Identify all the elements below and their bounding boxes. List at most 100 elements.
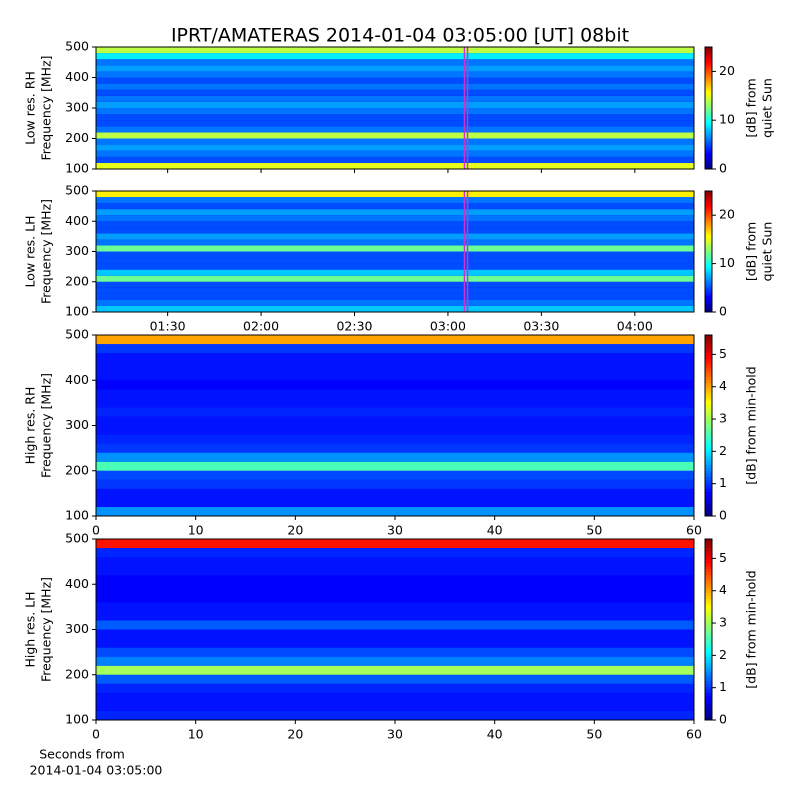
colorbar-step	[705, 464, 712, 469]
colorbar-step	[705, 295, 712, 299]
colorbar-step	[705, 500, 712, 505]
x-tick-label: 10	[188, 523, 204, 538]
spectrum-band	[96, 683, 694, 693]
colorbar-step	[705, 449, 712, 454]
spectrum-band	[96, 506, 694, 516]
colorbar-step	[705, 368, 712, 372]
colorbar-step	[705, 297, 712, 301]
y-tick-label: 300	[65, 621, 89, 636]
colorbar-step	[705, 512, 712, 517]
colorbar-step	[705, 629, 712, 634]
spectrum-band	[96, 443, 694, 453]
spectrum-band	[96, 191, 694, 198]
colorbar-step	[705, 293, 712, 297]
colorbar-step	[705, 97, 712, 101]
colorbar-step	[705, 371, 712, 375]
colorbar-step	[705, 59, 712, 62]
x-tick-label: 01:30	[150, 319, 186, 334]
y-tick-label: 100	[65, 508, 89, 523]
colorbar-step	[705, 146, 712, 150]
colorbar-step	[705, 207, 712, 210]
colorbar-step	[705, 307, 712, 311]
colorbar-step	[705, 126, 712, 129]
colorbar-step	[705, 85, 712, 89]
spectrum-band	[96, 263, 694, 270]
colorbar-step	[705, 309, 712, 313]
colorbar-step	[705, 89, 712, 93]
colorbar-step	[705, 650, 712, 655]
colorbar-step	[705, 67, 712, 70]
colorbar-step	[705, 134, 712, 137]
colorbar-step	[705, 713, 712, 718]
spectrum-band	[96, 305, 694, 312]
colorbar-step	[705, 305, 712, 309]
colorbar-step	[705, 199, 712, 202]
colorbar-step	[705, 221, 712, 224]
colorbar-tick-label: 0	[719, 304, 727, 319]
spectrum-band	[96, 126, 694, 133]
spectrum-band	[96, 132, 694, 139]
colorbar-step	[705, 344, 712, 348]
colorbar-step	[705, 404, 712, 408]
spectrum-band	[96, 665, 694, 675]
colorbar-step	[705, 259, 712, 263]
colorbar-step	[705, 692, 712, 697]
y-tick-label: 200	[65, 130, 89, 145]
colorbar-step	[705, 71, 712, 74]
y-axis-label: Low res. LH	[23, 216, 38, 288]
spectrum-band	[96, 674, 694, 684]
colorbar-step	[705, 63, 712, 66]
y-axis-label: Frequency [MHz]	[39, 199, 54, 304]
x-axis-label: Seconds from	[39, 747, 125, 762]
spectrum-band	[96, 656, 694, 666]
spectrum-band	[96, 150, 694, 157]
colorbar-step	[705, 269, 712, 273]
colorbar-label: quiet Sun	[760, 78, 775, 138]
x-tick-label: 03:00	[430, 319, 466, 334]
y-tick-label: 200	[65, 666, 89, 681]
colorbar-step	[705, 144, 712, 148]
spectrum-band	[96, 287, 694, 294]
x-tick-label: 40	[487, 523, 503, 538]
colorbar-step	[705, 662, 712, 667]
spectrum-band	[96, 293, 694, 300]
colorbar-step	[705, 271, 712, 275]
y-tick-label: 200	[65, 273, 89, 288]
colorbar-step	[705, 239, 712, 242]
colorbar-step	[705, 303, 712, 307]
spectrum-band	[96, 162, 694, 169]
colorbar-step	[705, 103, 712, 107]
colorbar-step	[705, 51, 712, 54]
colorbar-step	[705, 542, 712, 546]
colorbar-tick-label: 10	[719, 255, 735, 270]
colorbar-step	[705, 191, 712, 194]
colorbar-step	[705, 647, 712, 652]
colorbar-step	[705, 347, 712, 351]
colorbar-step	[705, 215, 712, 218]
x-tick-label: 20	[287, 727, 303, 742]
spectrum-band	[96, 281, 694, 288]
colorbar-step	[705, 122, 712, 125]
colorbar-step	[705, 77, 712, 81]
spectrum-band	[96, 101, 694, 108]
colorbar-step	[705, 554, 712, 558]
colorbar-step	[705, 114, 712, 117]
colorbar-step	[705, 407, 712, 411]
colorbar-step	[705, 91, 712, 95]
colorbar-step	[705, 437, 712, 442]
colorbar-step	[705, 257, 712, 261]
colorbar-step	[705, 683, 712, 688]
colorbar-step	[705, 383, 712, 387]
colorbar-step	[705, 164, 712, 168]
colorbar-tick-label: 20	[719, 207, 735, 222]
colorbar-step	[705, 659, 712, 664]
spectrum-band	[96, 461, 694, 471]
x-tick-label: 02:00	[243, 319, 279, 334]
colorbar-step	[705, 353, 712, 357]
colorbar-step	[705, 158, 712, 162]
spectrum-band	[96, 647, 694, 657]
colorbar-step	[705, 112, 712, 115]
colorbar-step	[705, 233, 712, 236]
colorbar-step	[705, 55, 712, 58]
y-tick-label: 500	[65, 327, 89, 342]
